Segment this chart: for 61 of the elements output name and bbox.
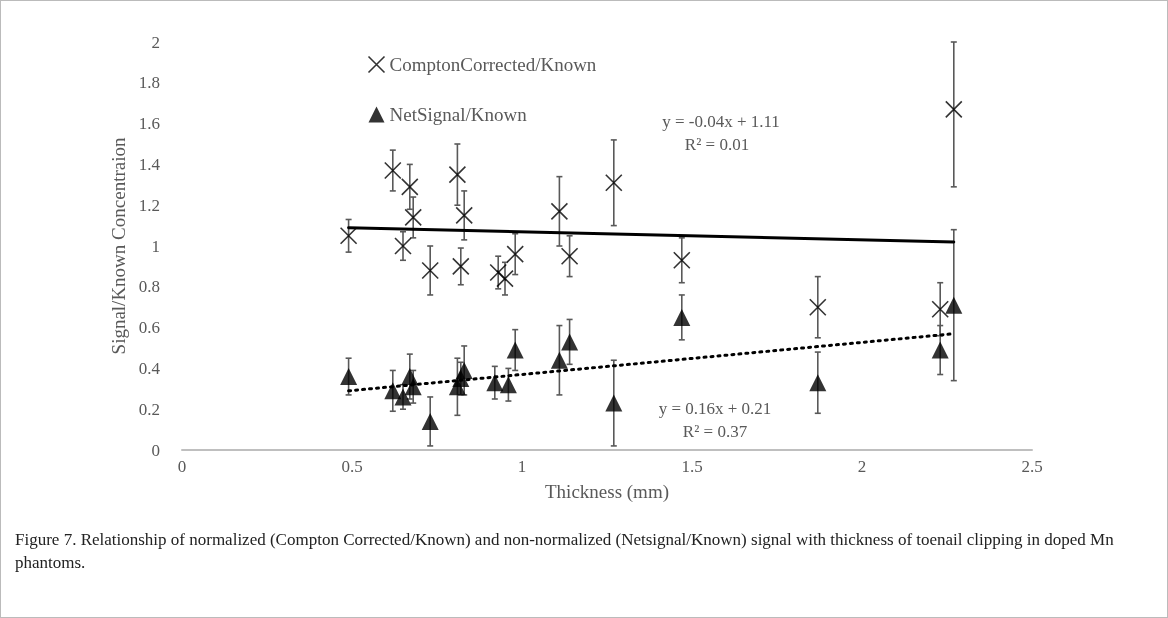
point <box>550 351 568 369</box>
y-tick-label: 1.2 <box>138 195 160 215</box>
point <box>489 263 507 282</box>
y-axis-title: Signal/Known Concentraion <box>107 137 129 355</box>
y-tick-label: 0.4 <box>138 358 161 378</box>
point <box>421 261 439 280</box>
y-tick-label: 2 <box>151 32 160 52</box>
y-tick-label: 0.6 <box>138 318 160 338</box>
x-tick-label: 2.5 <box>1021 457 1043 476</box>
annotation: y = 0.16x + 0.21 <box>658 398 772 418</box>
y-tick-label: 0.8 <box>138 277 160 297</box>
point <box>404 378 422 396</box>
point <box>421 412 439 430</box>
point <box>384 382 402 400</box>
x-tick-label: 1 <box>517 457 527 476</box>
x-axis-title: Thickness (mm) <box>544 481 670 503</box>
point <box>486 374 504 392</box>
y-tick-label: 1.8 <box>138 73 160 93</box>
point <box>560 247 579 265</box>
point <box>550 202 569 221</box>
point <box>561 333 579 351</box>
point <box>945 296 963 314</box>
annotation: R² = 0.01 <box>684 134 750 154</box>
point <box>605 394 623 412</box>
point <box>673 308 691 326</box>
point <box>496 269 514 288</box>
point <box>455 206 473 225</box>
y-tick-label: 0 <box>151 440 160 460</box>
point <box>809 374 827 392</box>
point <box>506 245 524 263</box>
point <box>506 341 524 359</box>
point <box>605 173 623 192</box>
point <box>452 370 470 388</box>
point <box>339 227 358 245</box>
point <box>452 257 470 276</box>
point <box>448 165 467 184</box>
annotation: y = -0.04x + 1.11 <box>662 111 780 131</box>
point <box>394 237 412 255</box>
y-tick-label: 1.6 <box>138 114 160 134</box>
point <box>673 251 691 270</box>
point <box>401 178 419 196</box>
caption: Figure 7. Relationship of normalized (Compton Corrected/Known) and non-normalized (Netsignal/Known) signal with thickness of toenail clipping in doped Mn phantoms. <box>15 529 1115 574</box>
point <box>394 388 412 406</box>
x-tick-label: 0.5 <box>341 457 363 476</box>
x-tick-label: 0 <box>177 457 187 476</box>
point <box>404 208 422 227</box>
y-tick-label: 1 <box>151 236 160 256</box>
point <box>931 300 949 319</box>
point <box>384 161 402 180</box>
y-tick-label: 1.4 <box>138 154 161 174</box>
legend-label: ComptonCorrected/Known <box>389 54 597 75</box>
point <box>931 341 949 359</box>
point <box>945 100 963 119</box>
x-tick-label: 1.5 <box>681 457 703 476</box>
point <box>499 376 517 394</box>
legend-label: NetSignal/Known <box>389 104 528 125</box>
point <box>809 298 827 316</box>
y-tick-label: 0.2 <box>138 399 160 419</box>
point <box>340 368 358 386</box>
x-tick-label: 2 <box>857 457 867 476</box>
annotation: R² = 0.37 <box>682 421 748 441</box>
